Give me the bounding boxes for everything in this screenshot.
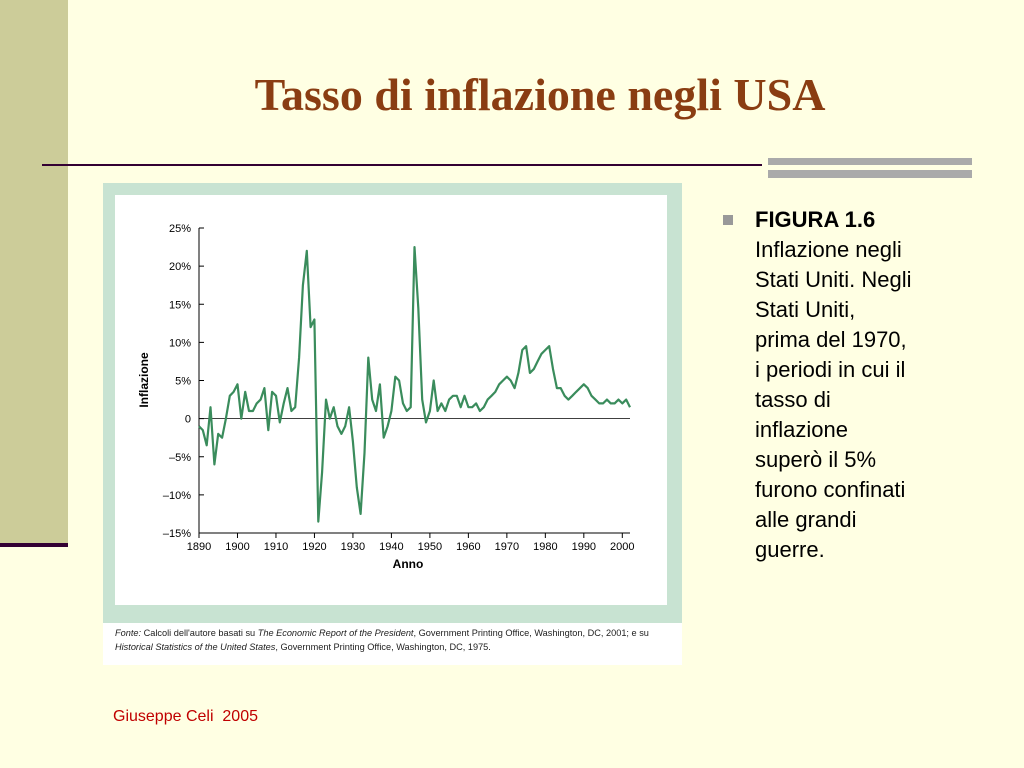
gray-stripe bbox=[768, 158, 972, 165]
y-axis-label: Inflazione bbox=[137, 352, 151, 408]
x-tick-label: 1930 bbox=[341, 541, 365, 553]
caption-line: inflazione bbox=[755, 417, 848, 442]
side-rule bbox=[0, 543, 68, 547]
x-tick-label: 1900 bbox=[225, 541, 249, 553]
y-tick-label: –10% bbox=[163, 490, 191, 502]
y-tick-label: 15% bbox=[169, 299, 191, 311]
source-text: The Economic Report of the President bbox=[257, 628, 414, 638]
y-tick-label: 10% bbox=[169, 337, 191, 349]
x-axis-label: Anno bbox=[393, 557, 424, 571]
x-tick-label: 1890 bbox=[187, 541, 211, 553]
source-text: Historical Statistics of the United Stat… bbox=[115, 642, 276, 652]
slide-title: Tasso di inflazione negli USA bbox=[254, 69, 826, 120]
source-text: , Government Printing Office, Washington… bbox=[413, 628, 649, 638]
caption-line: Stati Uniti, bbox=[755, 297, 856, 322]
caption-line: alle grandi bbox=[755, 507, 857, 532]
side-bar bbox=[0, 0, 68, 545]
chart: Inflazione Anno –15% –10% –5% 0 5% 10% 15% 20% 2… bbox=[103, 183, 682, 623]
caption-line: furono confinati bbox=[755, 477, 906, 502]
caption-line: tasso di bbox=[755, 387, 831, 412]
data-line bbox=[198, 246, 631, 523]
caption-line: prima del 1970, bbox=[755, 327, 907, 352]
y-tick-label: 25% bbox=[169, 223, 191, 235]
x-tick-label: 1980 bbox=[533, 541, 557, 553]
caption-heading: FIGURA 1.6 bbox=[755, 207, 876, 232]
caption-line: Stati Uniti. Negli bbox=[755, 267, 912, 292]
title-rule bbox=[42, 164, 762, 166]
x-tick-label: 1920 bbox=[302, 541, 326, 553]
source-text: , Government Printing Office, Washington… bbox=[275, 642, 491, 652]
caption: FIGURA 1.6 Inflazione negli Stati Uniti. … bbox=[723, 205, 912, 565]
caption-line: i periodi in cui il bbox=[755, 357, 906, 382]
x-tick-label: 1950 bbox=[418, 541, 442, 553]
y-tick-label: 0 bbox=[185, 414, 191, 426]
caption-line: Inflazione negli bbox=[755, 237, 902, 262]
bullet bbox=[723, 215, 733, 225]
source-text: Fonte: bbox=[115, 628, 142, 638]
y-tick-label: 20% bbox=[169, 261, 191, 273]
x-tick-label: 1970 bbox=[495, 541, 519, 553]
source-note: Fonte: Calcoli dell'autore basati su The… bbox=[115, 626, 675, 654]
x-tick-label: 1960 bbox=[456, 541, 480, 553]
gray-stripe bbox=[768, 170, 972, 178]
footer: Giuseppe Celi 2005 bbox=[113, 708, 258, 725]
caption-line: guerre. bbox=[755, 537, 825, 562]
x-tick-label: 1990 bbox=[572, 541, 596, 553]
y-tick-label: 5% bbox=[175, 376, 191, 388]
source-text: Calcoli dell'autore basati su bbox=[141, 628, 258, 638]
y-tick-label: –5% bbox=[169, 452, 191, 464]
x-tick-label: 2000 bbox=[610, 541, 634, 553]
x-tick-label: 1940 bbox=[379, 541, 403, 553]
x-tick-label: 1910 bbox=[264, 541, 288, 553]
y-tick-label: –15% bbox=[163, 528, 191, 540]
caption-line: superò il 5% bbox=[755, 447, 877, 472]
